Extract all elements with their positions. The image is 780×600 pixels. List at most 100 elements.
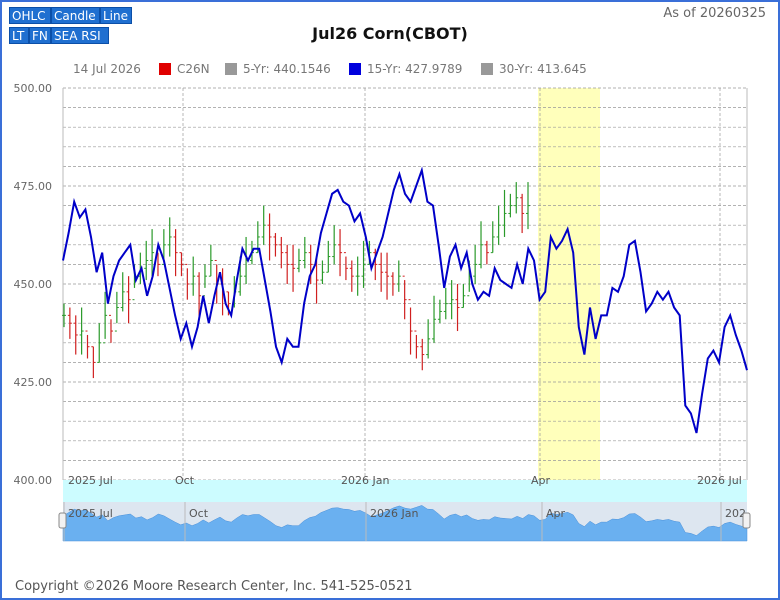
ohlc-bar [103, 291, 108, 344]
c26n-price-bars [62, 182, 530, 379]
navigator-tick-label: Apr [546, 507, 566, 520]
ohlc-button[interactable]: OHLC [9, 7, 51, 24]
ohlc-bar [114, 291, 119, 332]
legend-swatch [349, 63, 361, 75]
legend-swatch [159, 63, 171, 75]
ohlc-bar [408, 299, 413, 355]
ohlc-bar [426, 319, 431, 359]
navigator-tick-label: 2025 Jul [68, 507, 113, 520]
ohlc-bar [402, 275, 407, 320]
y-tick-label: 450.00 [14, 278, 53, 291]
ohlc-bar [279, 236, 284, 269]
ohlc-bar [520, 193, 525, 234]
legend-item-30yr[interactable]: 30-Yr: 413.645 [481, 62, 587, 76]
x-tick-label: Oct [175, 474, 195, 487]
ohlc-bar [414, 330, 419, 359]
x-axis-band [63, 480, 747, 502]
legend-label: 30-Yr: 413.645 [499, 62, 587, 76]
navigator-left-handle[interactable] [58, 512, 67, 529]
ohlc-bar [320, 260, 325, 284]
ohlc-bar [91, 346, 96, 379]
ohlc-bar [338, 229, 343, 277]
as-of-date: As of 20260325 [663, 6, 766, 21]
ohlc-bar [255, 221, 260, 254]
legend-label: C26N [177, 62, 210, 76]
ohlc-bar [385, 252, 390, 300]
legend-item-5yr[interactable]: 5-Yr: 440.1546 [225, 62, 331, 76]
ohlc-bar [126, 276, 131, 324]
ohlc-bar [185, 263, 190, 300]
ohlc-bar [343, 252, 348, 281]
ohlc-bar [420, 338, 425, 371]
ohlc-bar [285, 244, 290, 284]
ohlc-bar [355, 256, 360, 296]
ohlc-bar [161, 229, 166, 265]
ohlc-bar [396, 260, 401, 292]
legend-swatch [481, 63, 493, 75]
ohlc-bar [62, 303, 66, 328]
x-tick-label: 2025 Jul [68, 474, 113, 487]
ohlc-bar [484, 240, 489, 265]
legend-swatch [225, 63, 237, 75]
navigator-right-handle[interactable] [742, 512, 751, 529]
ohlc-bar [479, 221, 484, 269]
series-line-15yr [62, 166, 748, 434]
ohlc-bar [373, 248, 378, 281]
x-tick-label: 2026 Jul [697, 474, 742, 487]
y-tick-label: 425.00 [14, 376, 53, 389]
ohlc-bar [361, 240, 366, 288]
ohlc-bar [179, 252, 184, 277]
legend-item-c26n[interactable]: C26N [159, 62, 210, 76]
ohlc-bar [191, 256, 196, 296]
ohlc-bar [332, 225, 337, 265]
ohlc-bar [326, 240, 331, 273]
ohlc-bar [267, 213, 272, 261]
x-tick-label: 2026 Jan [341, 474, 389, 487]
ohlc-bar [202, 264, 207, 297]
ohlc-bar [390, 272, 395, 296]
candle-button[interactable]: Candle [51, 7, 100, 24]
y-tick-label: 475.00 [14, 180, 53, 193]
x-tick-label: Apr [531, 474, 551, 487]
ohlc-bar [437, 299, 442, 324]
ohlc-bar [308, 244, 313, 284]
ohlc-bar [296, 248, 301, 273]
line-button[interactable]: Line [100, 7, 132, 24]
ohlc-bar [197, 272, 202, 320]
ohlc-bar [432, 295, 437, 343]
ohlc-bar [291, 244, 296, 292]
legend-label: 15-Yr: 427.9789 [367, 62, 463, 76]
navigator-tick-label: 2026 Jan [370, 507, 418, 520]
ohlc-bar [108, 314, 113, 343]
ohlc-bar [150, 229, 155, 277]
ohlc-bar [508, 193, 513, 218]
ohlc-bar [490, 221, 495, 254]
sea-rsi-button[interactable]: SEA RSI [51, 27, 109, 44]
legend-item-15yr[interactable]: 15-Yr: 427.9789 [349, 62, 462, 76]
ohlc-bar [261, 205, 266, 245]
ohlc-bar [302, 236, 307, 269]
navigator-tick-label: 202 [725, 507, 746, 520]
ohlc-bar [208, 244, 213, 277]
ohlc-bar [97, 323, 102, 363]
ohlc-bar [273, 233, 278, 257]
ohlc-bar [120, 272, 125, 312]
navigator-tick-label: Oct [189, 507, 209, 520]
lt-button[interactable]: LT [9, 27, 29, 44]
ohlc-bar [173, 229, 178, 277]
y-tick-label: 500.00 [14, 82, 53, 95]
y-tick-label: 400.00 [14, 474, 53, 487]
ohlc-bar [455, 284, 460, 332]
ohlc-bar [79, 307, 84, 355]
ohlc-bar [449, 280, 454, 320]
ohlc-bar [167, 217, 172, 257]
ohlc-bar [526, 182, 530, 230]
ohlc-bar [496, 205, 501, 245]
ohlc-bar [67, 307, 72, 339]
ohlc-bar [461, 284, 466, 309]
ohlc-bar [514, 182, 519, 214]
fn-button[interactable]: FN [29, 27, 51, 44]
legend-date: 14 Jul 2026 [73, 62, 141, 76]
navigator-area [62, 505, 748, 542]
